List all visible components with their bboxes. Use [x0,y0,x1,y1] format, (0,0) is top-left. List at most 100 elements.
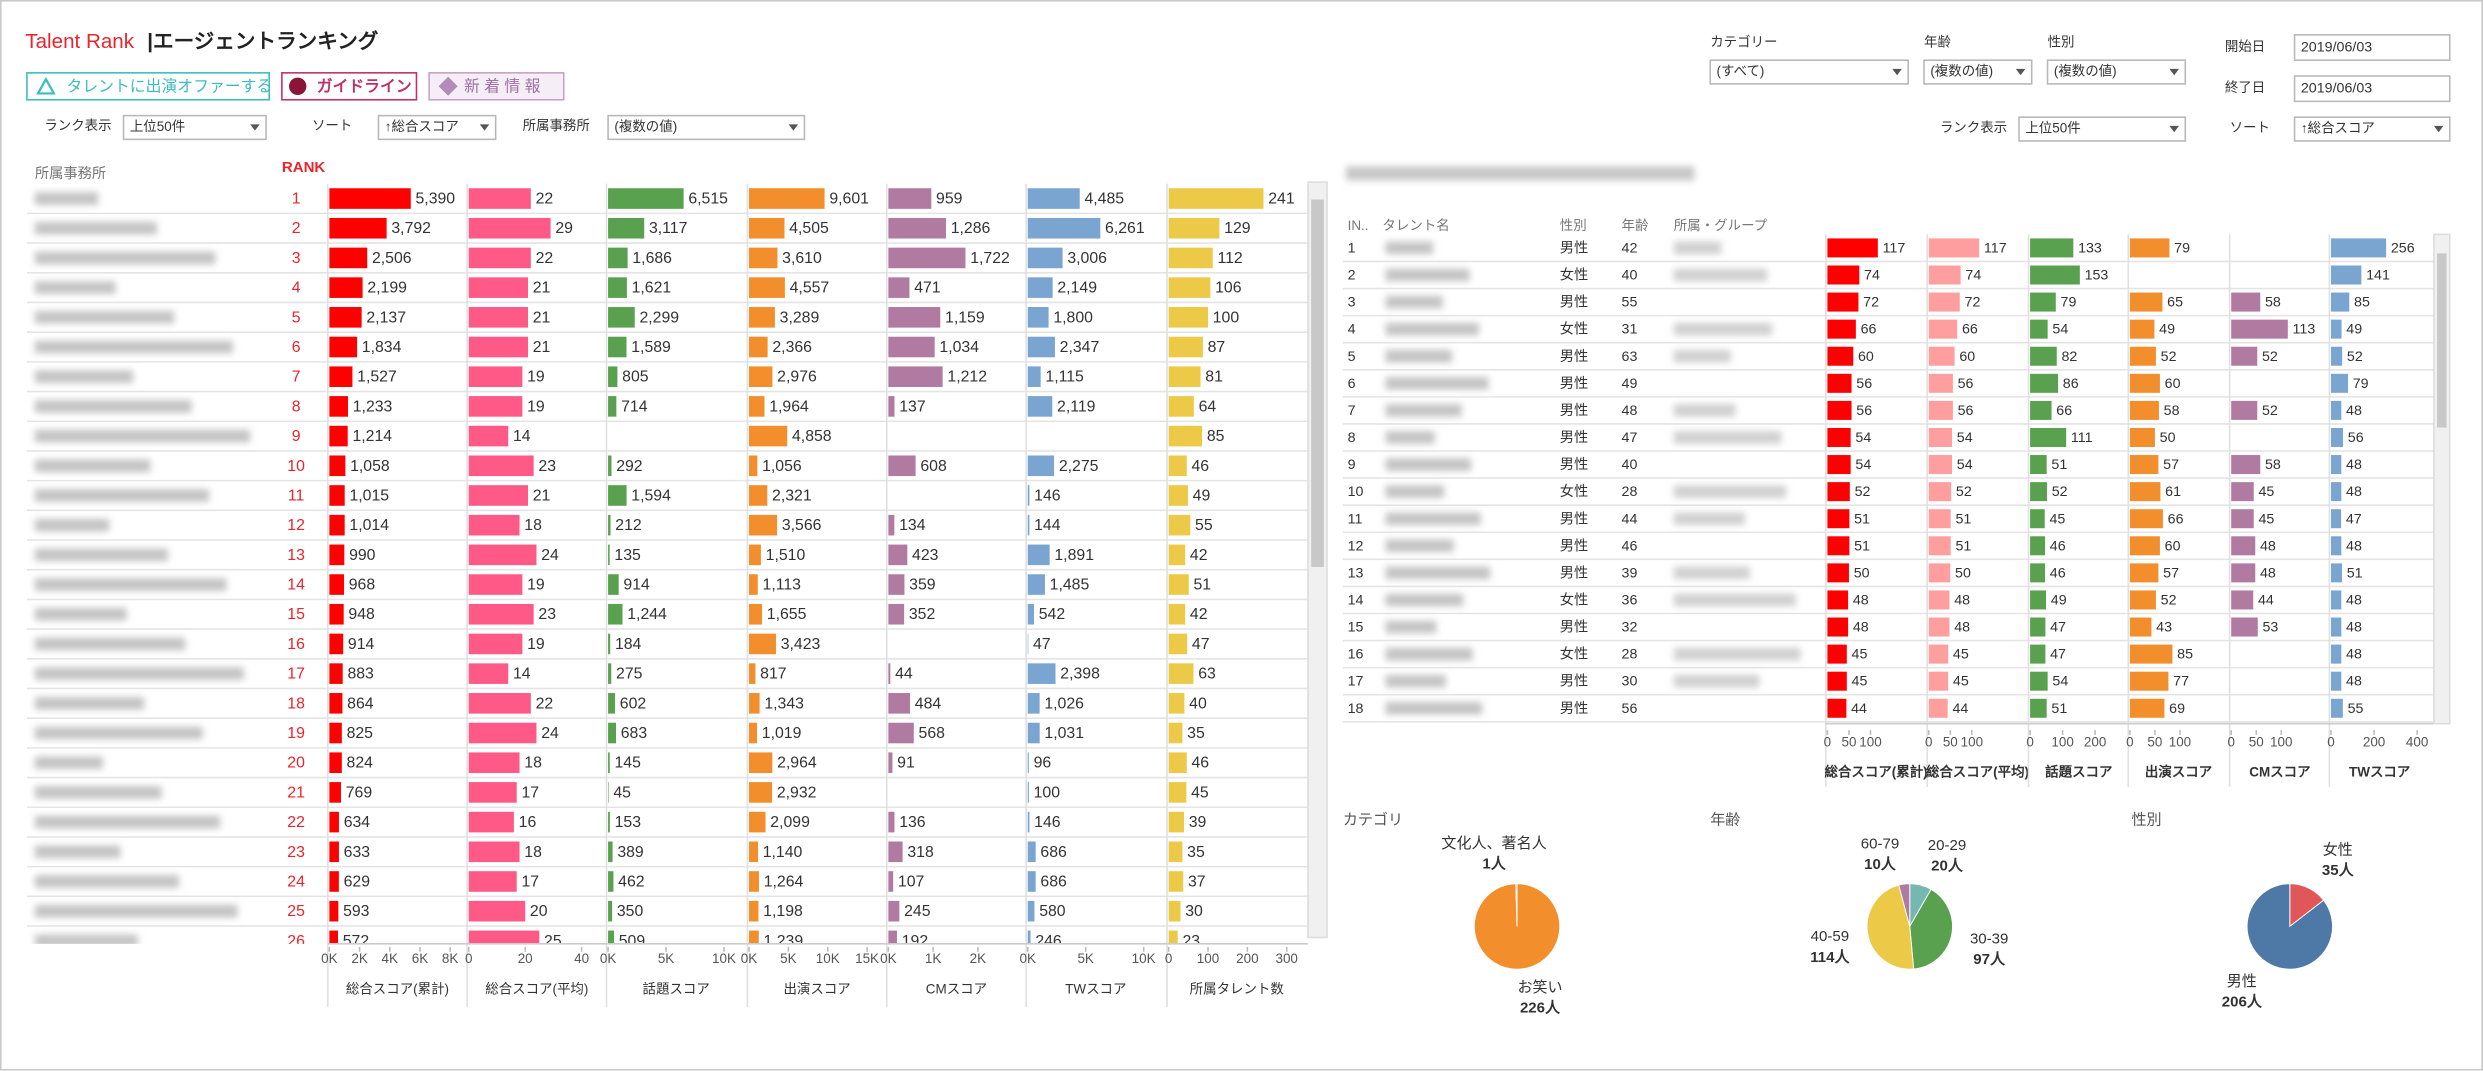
dropdown-box[interactable] [377,114,497,141]
dropdown-arrow [2169,68,2179,76]
bar-label: 817 [760,666,786,683]
bar-label: 52 [1855,484,1871,500]
dropdown[interactable]: (すべて) [1709,59,1909,85]
dropdown-box[interactable] [2046,59,2187,85]
bar-label: 52 [2052,484,2068,500]
dropdown[interactable]: (複数の値) [1923,59,2033,85]
bar-label: 153 [2085,268,2109,284]
bar [1027,841,1036,863]
bar-label: 79 [2353,376,2369,392]
bar-label: 44 [1851,701,1867,717]
dropdown-box[interactable] [2018,116,2187,142]
bar [749,693,760,714]
scroll-thumb [2437,253,2447,428]
gender: 女性 [1560,645,1589,663]
column-title: 総合スコア(累計) [346,981,449,996]
blurred-group [1673,268,1768,282]
bar [888,752,893,774]
filter-label: ランク表示 [1940,120,2007,135]
bar-label: 1,031 [1044,725,1084,742]
bar [1928,563,1951,583]
dropdown[interactable]: 上位50件 [122,114,267,141]
bar [329,752,342,774]
rank: 6 [292,339,301,356]
dropdown[interactable]: (複数の値) [607,114,806,141]
date-input[interactable]: 2019/06/03 [2293,75,2451,103]
bar [2030,536,2046,556]
dropdown[interactable]: ↑総合スコア [2293,116,2451,142]
dropdown-box[interactable] [122,114,267,141]
bar-label: 66 [1861,322,1877,338]
row-index: 16 [1348,647,1364,663]
bar [1168,425,1203,447]
bar [468,871,517,892]
bar [2231,400,2258,420]
dropdown-box[interactable] [607,114,806,141]
bar [888,544,908,566]
bar-label: 16 [519,814,537,831]
bar-label: 111 [2071,430,2093,446]
bar-label: 44 [1952,701,1968,717]
bar [888,247,966,269]
dropdown-value: ↑総合スコア [2301,121,2375,136]
blurred-name [1385,268,1470,282]
bar [608,782,609,803]
dropdown-box[interactable] [1923,59,2033,85]
button[interactable]: 新 着 情 報 [428,72,565,101]
filter-label: ソート [312,118,352,133]
bar-label: 117 [1883,240,1906,256]
button-frame[interactable] [26,72,270,101]
age: 44 [1622,511,1638,527]
bar-label: 18 [524,755,542,772]
bar-label: 19 [527,398,545,415]
bar-label: 61 [2165,484,2181,500]
date-label: 開始日 [2225,39,2265,54]
bar-label: 107 [898,873,924,890]
bar [2129,644,2173,664]
dropdown-box[interactable] [2293,116,2451,142]
bar-label: 3,006 [1067,250,1107,267]
dropdown[interactable]: (複数の値) [2046,59,2187,85]
rank: 2 [292,220,301,237]
bar-label: 1,800 [1053,309,1093,326]
button[interactable]: タレントに出演オファーする [26,72,272,101]
bar [468,663,509,684]
button[interactable]: ガイドライン [281,72,418,101]
tick-label: 5K [658,951,674,966]
bar [888,722,914,744]
bar [1928,536,1951,556]
dropdown[interactable]: ↑総合スコア [377,114,497,141]
date-input[interactable]: 2019/06/03 [2293,34,2451,61]
dropdown-value: ↑総合スコア [385,119,459,134]
date-box[interactable] [2293,75,2451,103]
bar [1168,485,1188,506]
date-box[interactable] [2293,34,2451,61]
pie-slice [1866,884,1915,970]
dropdown-box[interactable] [1709,59,1909,85]
blurred-name [34,667,244,680]
bar-label: 959 [936,191,963,208]
age: 55 [1622,295,1638,311]
bar-label: 634 [344,814,371,831]
rank: 21 [287,784,305,801]
rank: 19 [287,725,305,742]
bar [608,841,613,863]
row-index: 3 [1348,295,1356,311]
tick-label: 50 [1841,734,1856,749]
bar [2030,346,2057,366]
bar-label: 2,964 [777,755,817,772]
filter-label: ランク表示 [44,118,111,133]
blurred-group [1673,322,1772,336]
bar-label: 49 [2346,322,2362,338]
bar-label: 1,527 [357,369,397,386]
blurred-name [34,251,216,265]
bar [2330,590,2342,610]
rank: 17 [287,666,305,683]
dropdown[interactable]: 上位50件 [2018,116,2187,142]
bar-label: 1,214 [352,428,392,445]
blurred-group [1673,647,1801,661]
blurred-group [1673,349,1731,363]
age: 47 [1622,430,1638,446]
bar-label: 60 [2165,538,2181,554]
column-title: 総合スコア(累計) [1825,763,1928,779]
